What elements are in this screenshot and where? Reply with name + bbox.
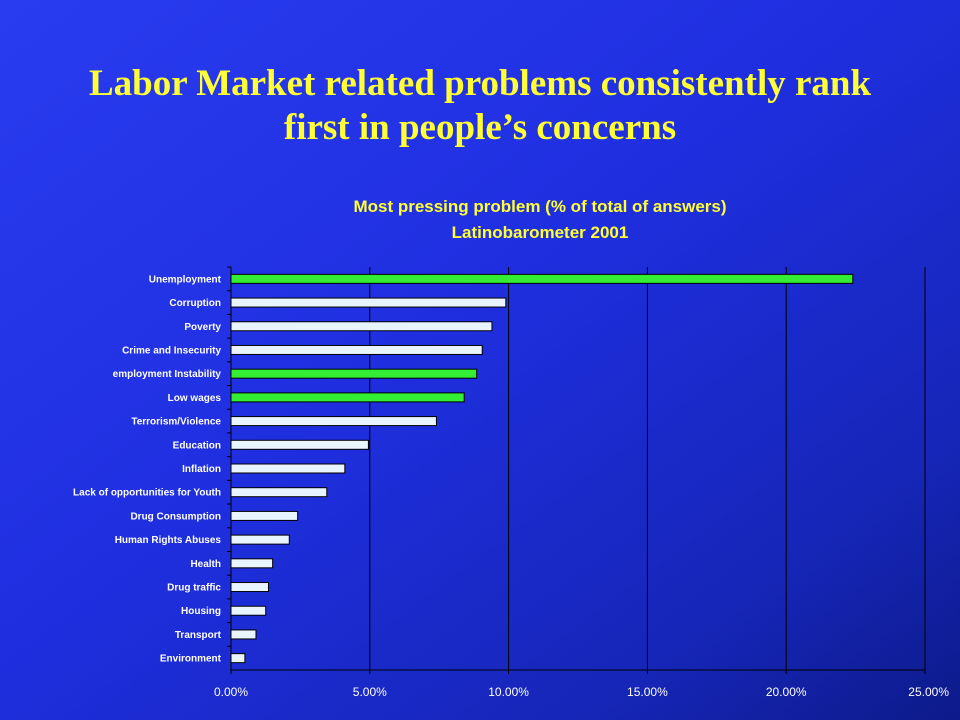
category-label: Inflation bbox=[182, 464, 221, 475]
category-label: Lack of opportunities for Youth bbox=[73, 488, 221, 499]
bar bbox=[230, 416, 437, 427]
x-tick-label: 15.00% bbox=[627, 685, 668, 699]
bar bbox=[230, 558, 274, 569]
category-label: Unemployment bbox=[149, 274, 222, 285]
chart-title-block: Most pressing problem (% of total of ans… bbox=[230, 194, 850, 246]
bar bbox=[230, 344, 483, 355]
bar bbox=[230, 439, 369, 450]
bar bbox=[230, 273, 854, 284]
category-label: Drug traffic bbox=[167, 583, 221, 594]
category-label: Education bbox=[173, 440, 221, 451]
category-label: Transport bbox=[175, 630, 222, 641]
chart-subtitle: Latinobarometer 2001 bbox=[451, 223, 629, 242]
category-label: Drug Consumption bbox=[130, 511, 221, 522]
bar bbox=[230, 321, 493, 332]
bar bbox=[230, 510, 299, 521]
chart-title: Most pressing problem (% of total of ans… bbox=[353, 197, 727, 216]
bar bbox=[230, 463, 346, 474]
category-label: Environment bbox=[160, 654, 222, 665]
bar bbox=[230, 392, 465, 403]
category-label: employment Instability bbox=[113, 369, 222, 380]
category-label: Crime and Insecurity bbox=[122, 345, 221, 356]
category-label: Poverty bbox=[184, 322, 221, 333]
bar bbox=[230, 534, 290, 545]
bar bbox=[230, 487, 328, 498]
x-tick-label: 5.00% bbox=[353, 685, 387, 699]
slide-title-line-1: Labor Market related problems consistent… bbox=[88, 63, 872, 104]
category-label: Corruption bbox=[169, 298, 221, 309]
x-tick-label: 20.00% bbox=[766, 685, 807, 699]
x-tick-label: 25.00% bbox=[908, 685, 949, 699]
category-label: Terrorism/Violence bbox=[131, 417, 221, 428]
x-tick-label: 10.00% bbox=[488, 685, 529, 699]
slide-title: Labor Market related problems consistent… bbox=[0, 62, 960, 150]
category-label: Low wages bbox=[168, 393, 222, 404]
category-label: Housing bbox=[181, 606, 221, 617]
bar bbox=[230, 297, 507, 308]
bar bbox=[230, 582, 269, 593]
bar bbox=[230, 368, 478, 379]
x-tick-label: 0.00% bbox=[214, 685, 248, 699]
slide-title-line-2: first in people’s concerns bbox=[283, 107, 677, 148]
bar bbox=[230, 629, 257, 640]
category-label: Health bbox=[190, 559, 221, 570]
bar bbox=[230, 605, 267, 616]
bar bbox=[230, 653, 246, 664]
category-label: Human Rights Abuses bbox=[115, 535, 222, 546]
